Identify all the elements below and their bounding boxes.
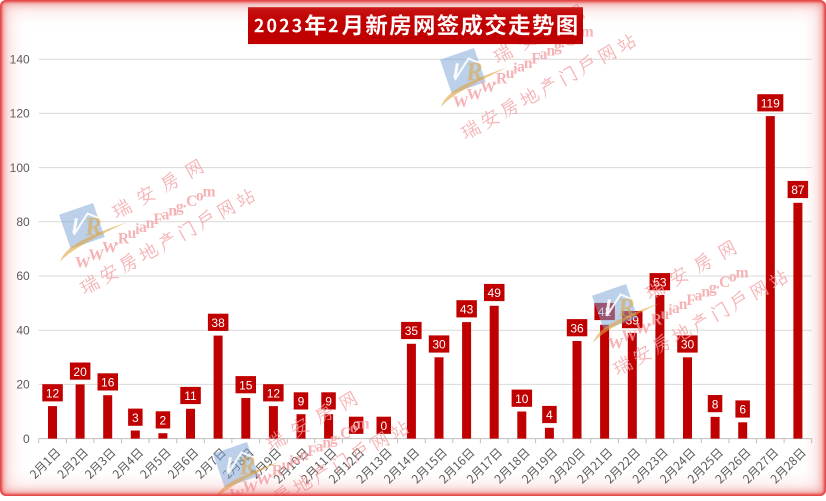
svg-text:0: 0 bbox=[23, 432, 30, 446]
svg-text:9: 9 bbox=[298, 395, 305, 409]
svg-text:10: 10 bbox=[515, 392, 529, 406]
svg-text:100: 100 bbox=[10, 161, 30, 175]
svg-text:43: 43 bbox=[460, 303, 474, 317]
svg-text:9: 9 bbox=[325, 395, 332, 409]
svg-text:20: 20 bbox=[16, 378, 30, 392]
svg-text:12: 12 bbox=[267, 387, 281, 401]
svg-text:20: 20 bbox=[73, 365, 87, 379]
svg-text:38: 38 bbox=[211, 316, 225, 330]
svg-text:60: 60 bbox=[16, 269, 30, 283]
svg-text:15: 15 bbox=[239, 378, 253, 392]
svg-text:3: 3 bbox=[132, 411, 139, 425]
svg-text:36: 36 bbox=[570, 321, 584, 335]
svg-text:30: 30 bbox=[432, 338, 446, 352]
svg-text:2: 2 bbox=[160, 414, 167, 428]
svg-text:80: 80 bbox=[16, 215, 30, 229]
svg-text:119: 119 bbox=[761, 97, 780, 111]
svg-text:11: 11 bbox=[184, 389, 197, 403]
svg-text:4: 4 bbox=[546, 408, 553, 422]
svg-text:140: 140 bbox=[10, 52, 30, 66]
svg-text:40: 40 bbox=[16, 323, 30, 337]
svg-text:120: 120 bbox=[10, 107, 30, 121]
svg-text:6: 6 bbox=[739, 403, 746, 417]
svg-text:35: 35 bbox=[405, 324, 419, 338]
svg-text:16: 16 bbox=[101, 376, 115, 390]
svg-text:8: 8 bbox=[712, 397, 719, 411]
svg-text:12: 12 bbox=[46, 387, 60, 401]
svg-text:87: 87 bbox=[791, 183, 805, 197]
svg-text:49: 49 bbox=[488, 286, 502, 300]
svg-text:53: 53 bbox=[653, 275, 667, 289]
svg-text:0: 0 bbox=[380, 419, 387, 433]
svg-text:30: 30 bbox=[681, 338, 695, 352]
svg-text:0: 0 bbox=[353, 419, 360, 433]
